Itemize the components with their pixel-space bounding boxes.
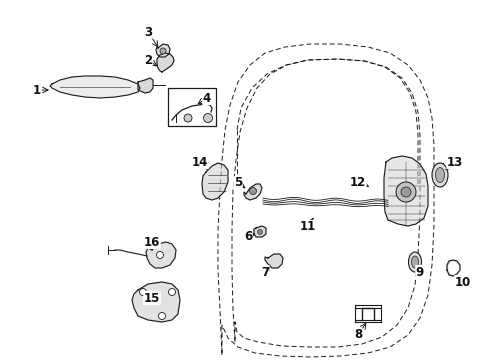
Circle shape — [160, 48, 165, 54]
Text: 13: 13 — [446, 156, 462, 168]
Text: 5: 5 — [233, 176, 242, 189]
Circle shape — [249, 188, 256, 194]
Circle shape — [158, 312, 165, 320]
Text: 15: 15 — [143, 292, 160, 305]
Text: 11: 11 — [299, 220, 315, 234]
Polygon shape — [138, 78, 153, 93]
Circle shape — [257, 230, 262, 234]
Text: 14: 14 — [191, 156, 208, 168]
Ellipse shape — [407, 252, 421, 272]
Ellipse shape — [411, 256, 418, 268]
Polygon shape — [156, 44, 170, 57]
Bar — [168, 88, 216, 126]
Text: 16: 16 — [143, 235, 160, 248]
Polygon shape — [448, 262, 457, 274]
Text: 10: 10 — [454, 275, 470, 288]
Text: 9: 9 — [415, 266, 423, 279]
Circle shape — [400, 187, 410, 197]
Text: 1: 1 — [33, 84, 41, 96]
Text: 7: 7 — [261, 266, 268, 279]
Circle shape — [168, 288, 175, 296]
Polygon shape — [244, 184, 262, 200]
Polygon shape — [202, 163, 227, 200]
Circle shape — [156, 252, 163, 258]
Polygon shape — [253, 226, 265, 237]
Ellipse shape — [431, 163, 447, 187]
Polygon shape — [157, 53, 174, 72]
Circle shape — [203, 113, 212, 122]
Text: 6: 6 — [244, 230, 252, 243]
Text: 8: 8 — [353, 328, 362, 342]
Circle shape — [139, 288, 146, 296]
Polygon shape — [132, 282, 180, 322]
Text: 4: 4 — [203, 91, 211, 104]
Text: 3: 3 — [143, 26, 152, 39]
Polygon shape — [50, 76, 140, 98]
Text: 12: 12 — [349, 175, 366, 189]
Ellipse shape — [435, 167, 444, 183]
Circle shape — [183, 114, 192, 122]
Polygon shape — [446, 260, 459, 276]
Polygon shape — [264, 254, 283, 268]
Circle shape — [395, 182, 415, 202]
Polygon shape — [146, 242, 176, 268]
Polygon shape — [383, 156, 427, 226]
Text: 2: 2 — [143, 54, 152, 67]
